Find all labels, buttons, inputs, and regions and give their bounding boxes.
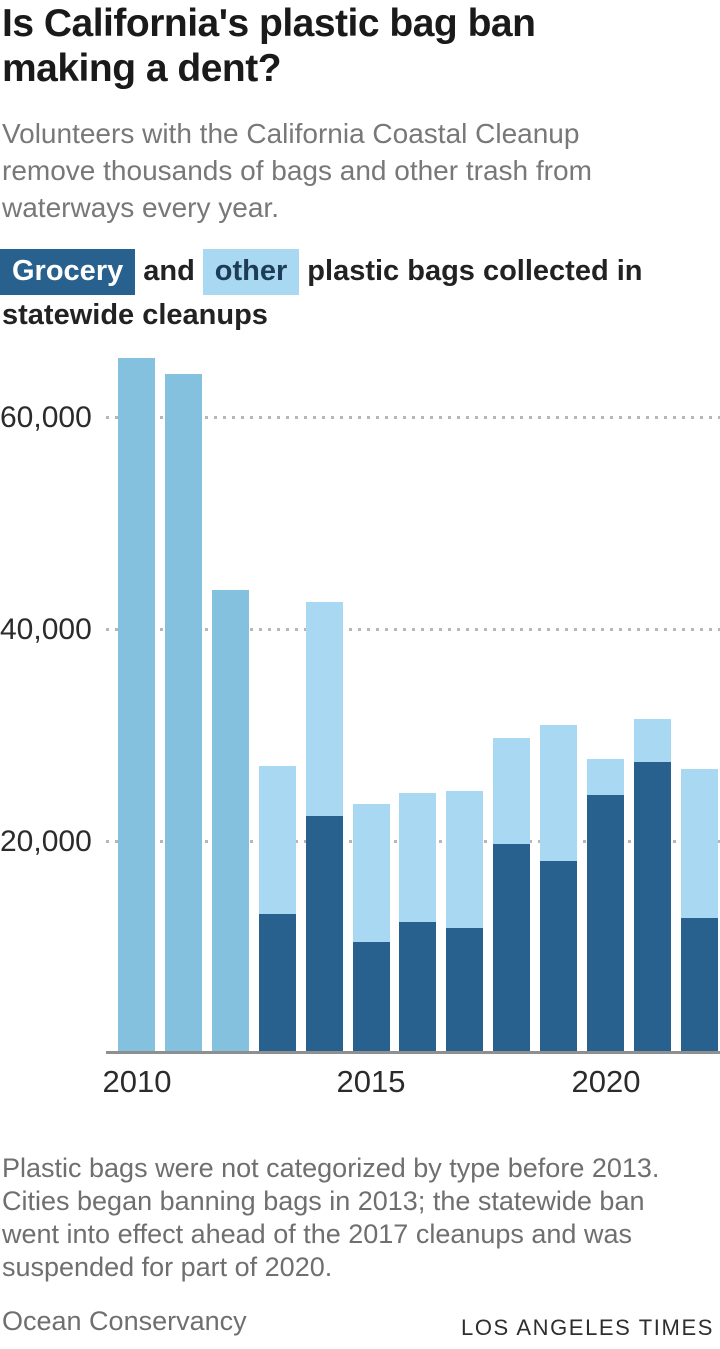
segment-other-2013 [259,765,296,914]
x-axis-label-2020: 2020 [571,1063,641,1099]
stacked-bar-chart: 20,000 40,000 60,000 2010 2015 2020 [0,350,720,1106]
title-line-1: Is California's plastic bag ban [2,2,536,45]
segment-other-2019 [540,724,577,861]
y-axis-label-60,000: 60,000 [0,400,92,434]
segment-grocery-2016 [399,921,436,1052]
title-line-2: making a dent? [2,46,282,90]
y-axis-label-20,000: 20,000 [0,824,92,858]
bar-2019 [540,724,577,1052]
legend-swatch-grocery: Grocery [0,248,136,295]
segment-other-2021 [634,718,671,762]
segment-other-2015 [353,803,390,942]
bar-2017 [446,790,483,1052]
segment-grocery-2020 [587,794,624,1052]
bar-2016 [399,792,436,1052]
y-axis-label-40,000: 40,000 [0,612,92,646]
bar-2021 [634,718,671,1052]
segment-other-2018 [493,737,530,844]
bar-2011 [165,373,202,1052]
segment-grocery-2013 [259,913,296,1052]
legend-line-1: Grocery and other plastic bags collected in [0,248,720,295]
gridline-60,000 [106,415,720,419]
legend-swatch-other: other [202,248,300,295]
segment-grocery-2018 [493,843,530,1052]
x-axis-label-2015: 2015 [336,1063,406,1099]
x-axis-labels: 2010 2015 2020 [0,1054,720,1106]
chart-footnote: Plastic bags were not categorized by typ… [2,1152,660,1283]
bar-2010 [118,357,155,1052]
segment-uncategorized-2010 [118,357,155,1052]
page-title: Is California's plastic bag ban making a … [2,2,718,92]
segment-uncategorized-2012 [212,589,249,1052]
legend-line-2: statewide cleanups [2,298,268,331]
segment-other-2014 [306,601,343,816]
publisher-credit: LOS ANGELES TIMES [461,1315,714,1340]
segment-grocery-2022 [681,917,718,1052]
segment-grocery-2014 [306,815,343,1052]
bar-2013 [259,765,296,1052]
bar-2020 [587,758,624,1052]
bar-2018 [493,737,530,1052]
legend-connector-text: and [143,254,195,287]
segment-uncategorized-2011 [165,373,202,1052]
chart-legend: Grocery and other plastic bags collected in… [0,248,720,335]
bar-2012 [212,589,249,1052]
gridline-40,000 [106,627,720,631]
segment-grocery-2017 [446,927,483,1052]
segment-other-2016 [399,792,436,922]
x-axis-line [106,1050,720,1054]
chart-subtitle: Volunteers with the California Coastal C… [2,117,592,223]
x-axis-label-2010: 2010 [102,1063,172,1099]
segment-other-2022 [681,768,718,918]
plot-area: 20,000 40,000 60,000 [0,350,720,1054]
segment-grocery-2021 [634,761,671,1052]
segment-other-2017 [446,790,483,928]
bar-2022 [681,768,718,1052]
bar-2015 [353,803,390,1052]
segment-other-2020 [587,758,624,795]
bar-2014 [306,601,343,1052]
legend-suffix-text: plastic bags collected in [307,254,643,287]
segment-grocery-2015 [353,941,390,1052]
source-line: Ocean Conservancy [2,1306,247,1337]
segment-grocery-2019 [540,860,577,1052]
